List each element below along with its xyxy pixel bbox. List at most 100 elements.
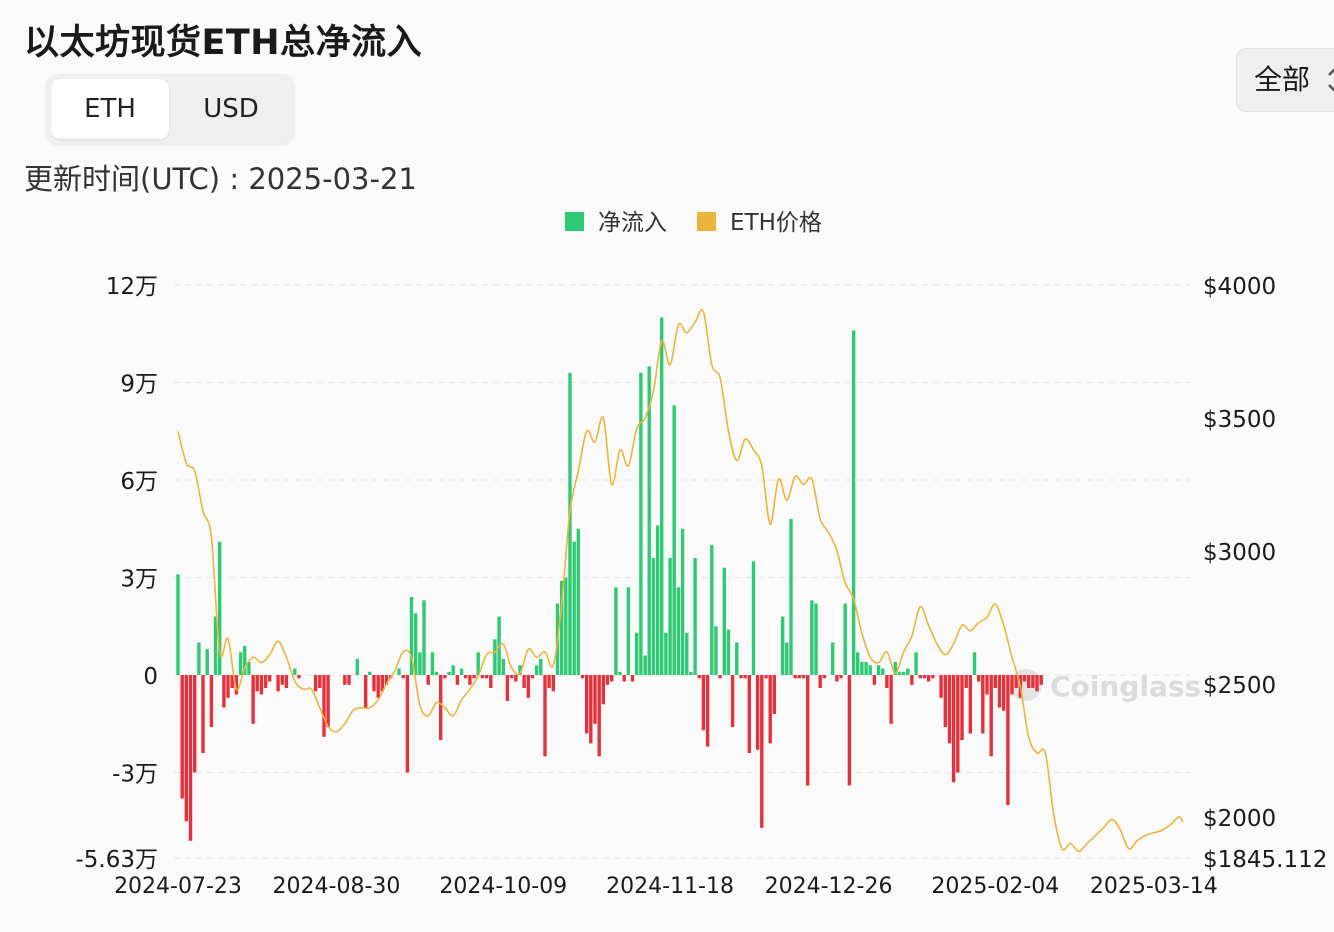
net-flow-bar[interactable] — [564, 577, 568, 676]
net-flow-bar[interactable] — [585, 675, 589, 734]
net-flow-bar[interactable] — [505, 675, 510, 701]
net-flow-bar[interactable] — [451, 665, 455, 676]
net-flow-bar[interactable] — [576, 528, 580, 676]
net-flow-bar[interactable] — [618, 671, 622, 676]
net-flow-bar[interactable] — [814, 603, 818, 676]
net-flow-bar[interactable] — [630, 675, 635, 682]
net-flow-bar[interactable] — [368, 671, 372, 676]
net-flow-bar[interactable] — [764, 675, 768, 679]
net-flow-bar[interactable] — [201, 675, 205, 753]
net-flow-bar[interactable] — [801, 675, 806, 679]
net-flow-bar[interactable] — [760, 675, 764, 828]
net-flow-bar[interactable] — [205, 649, 209, 675]
net-flow-bar[interactable] — [872, 675, 877, 685]
net-flow-bar[interactable] — [176, 574, 180, 676]
net-flow-bar[interactable] — [755, 675, 760, 750]
net-flow-bar[interactable] — [726, 629, 731, 676]
net-flow-bar[interactable] — [989, 675, 993, 757]
net-flow-bar[interactable] — [985, 675, 989, 695]
net-flow-bar[interactable] — [943, 675, 947, 727]
net-flow-bar[interactable] — [893, 662, 897, 675]
net-flow-bar[interactable] — [768, 675, 772, 744]
net-flow-bar[interactable] — [743, 675, 747, 679]
net-flow-bar[interactable] — [647, 366, 651, 676]
net-flow-bar[interactable] — [297, 675, 301, 679]
net-flow-bar[interactable] — [347, 675, 351, 685]
net-flow-bar[interactable] — [676, 587, 681, 676]
net-flow-bar[interactable] — [509, 675, 514, 679]
net-flow-bar[interactable] — [672, 405, 676, 676]
net-flow-bar[interactable] — [593, 675, 597, 724]
net-flow-bar[interactable] — [622, 675, 626, 682]
net-flow-bar[interactable] — [364, 675, 368, 708]
time-range-select[interactable]: 全部 — [1236, 48, 1334, 112]
net-flow-bar[interactable] — [1039, 675, 1043, 685]
unit-toggle-usd[interactable]: USD — [203, 94, 259, 124]
legend-label-0[interactable]: 净流入 — [598, 210, 667, 236]
net-flow-bar[interactable] — [188, 675, 193, 841]
net-flow-bar[interactable] — [689, 671, 693, 676]
net-flow-bar[interactable] — [605, 675, 610, 685]
net-flow-bar[interactable] — [722, 567, 726, 676]
net-flow-bar[interactable] — [614, 587, 618, 676]
net-flow-bar[interactable] — [384, 675, 389, 685]
net-flow-bar[interactable] — [193, 675, 197, 773]
net-flow-bar[interactable] — [464, 675, 468, 679]
net-flow-bar[interactable] — [822, 675, 827, 679]
net-flow-bar[interactable] — [972, 652, 977, 676]
net-flow-bar[interactable] — [234, 675, 239, 695]
net-flow-bar[interactable] — [610, 675, 614, 682]
net-flow-bar[interactable] — [739, 675, 743, 679]
net-flow-bar[interactable] — [422, 600, 426, 676]
net-flow-bar[interactable] — [968, 675, 972, 734]
net-flow-bar[interactable] — [218, 541, 222, 676]
net-flow-bar[interactable] — [714, 626, 718, 676]
net-flow-bar[interactable] — [284, 675, 289, 688]
net-flow-bar[interactable] — [847, 675, 852, 786]
net-flow-bar[interactable] — [580, 675, 585, 679]
net-flow-bar[interactable] — [806, 675, 810, 786]
net-flow-bar[interactable] — [660, 317, 664, 676]
net-flow-bar[interactable] — [493, 639, 497, 676]
legend-swatch-1[interactable] — [697, 212, 716, 231]
net-flow-bar[interactable] — [889, 675, 893, 724]
net-flow-bar[interactable] — [1006, 675, 1010, 805]
net-flow-bar[interactable] — [997, 675, 1002, 708]
net-flow-bar[interactable] — [918, 675, 922, 679]
net-flow-bar[interactable] — [230, 675, 234, 688]
net-flow-bar[interactable] — [501, 658, 505, 676]
net-flow-bar[interactable] — [835, 675, 839, 682]
net-flow-bar[interactable] — [1031, 675, 1035, 688]
net-flow-bar[interactable] — [701, 675, 706, 731]
net-flow-bar[interactable] — [568, 372, 572, 676]
net-flow-bar[interactable] — [526, 675, 530, 698]
net-flow-bar[interactable] — [589, 675, 593, 744]
net-flow-bar[interactable] — [697, 675, 701, 679]
net-flow-bar[interactable] — [655, 525, 660, 676]
net-flow-bar[interactable] — [710, 545, 714, 675]
net-flow-bar[interactable] — [977, 675, 981, 682]
net-flow-bar[interactable] — [635, 632, 639, 676]
net-flow-bar[interactable] — [718, 675, 722, 679]
net-flow-bar[interactable] — [543, 675, 547, 757]
net-flow-bar[interactable] — [468, 675, 472, 685]
net-flow-bar[interactable] — [514, 675, 518, 682]
net-flow-bar[interactable] — [405, 675, 410, 773]
net-flow-bar[interactable] — [860, 662, 864, 675]
net-flow-bar[interactable] — [1022, 675, 1027, 682]
net-flow-bar[interactable] — [781, 616, 785, 676]
net-flow-bar[interactable] — [380, 675, 384, 692]
net-flow-bar[interactable] — [259, 675, 264, 695]
net-flow-bar[interactable] — [785, 642, 789, 676]
net-flow-bar[interactable] — [539, 658, 543, 676]
net-flow-bar[interactable] — [409, 597, 414, 675]
net-flow-bar[interactable] — [1010, 675, 1014, 695]
net-flow-bar[interactable] — [322, 675, 326, 737]
net-flow-bar[interactable] — [751, 561, 756, 676]
net-flow-bar[interactable] — [626, 587, 631, 676]
net-flow-bar[interactable] — [376, 675, 380, 698]
net-flow-bar[interactable] — [459, 668, 464, 676]
net-flow-bar[interactable] — [293, 668, 297, 676]
net-flow-bar[interactable] — [793, 675, 797, 679]
net-flow-bar[interactable] — [789, 519, 793, 675]
